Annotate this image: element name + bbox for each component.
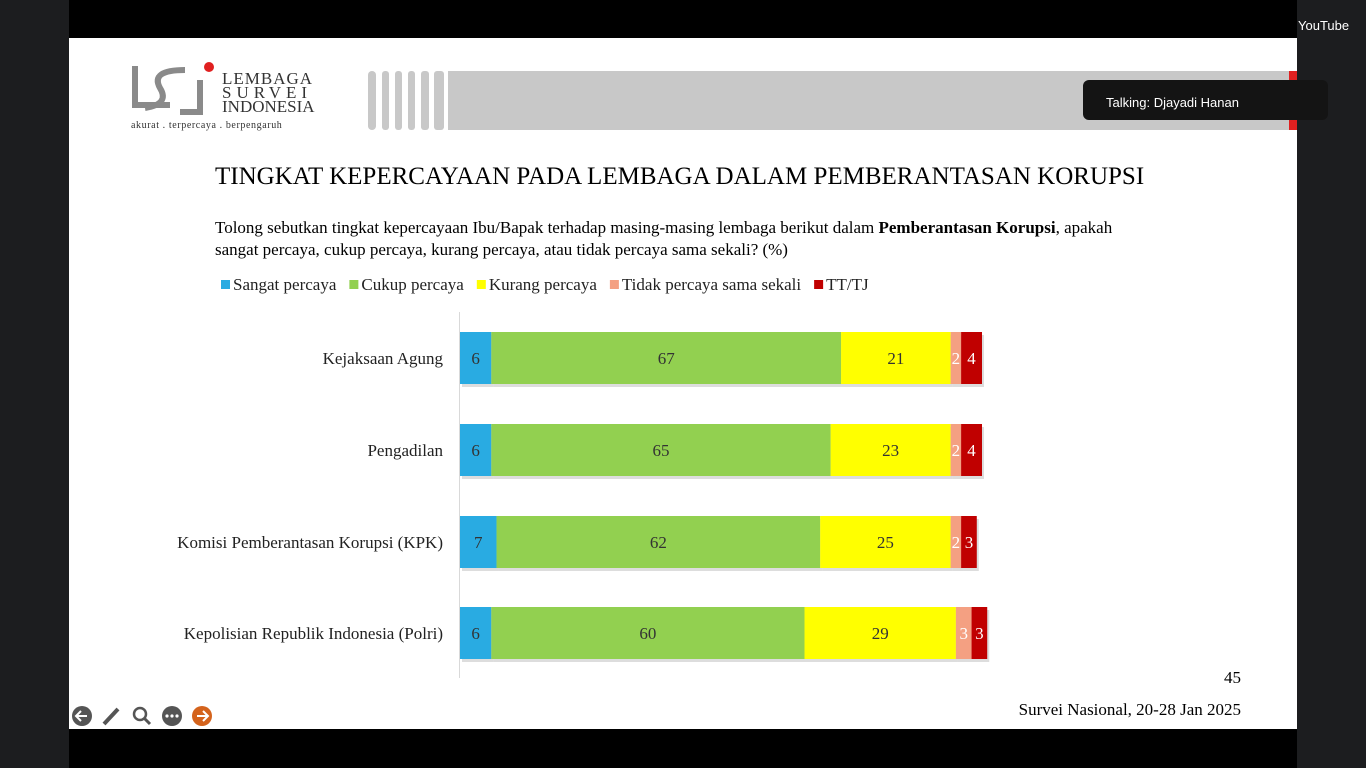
value-label: 3 <box>965 533 974 552</box>
value-label: 60 <box>639 624 656 643</box>
bar-segment <box>950 516 962 568</box>
value-label: 29 <box>872 624 889 643</box>
legend-swatch <box>476 280 486 289</box>
value-label: 67 <box>658 349 676 368</box>
value-label: 2 <box>952 441 961 460</box>
subtitle-part: , apakah <box>1056 218 1113 237</box>
bar-segment <box>961 424 982 476</box>
value-label: 6 <box>471 624 480 643</box>
logo-mark <box>132 66 203 115</box>
legend-swatch <box>814 280 824 289</box>
right-panel <box>1297 0 1366 768</box>
chart-subtitle: sangat percaya, cukup percaya, kurang pe… <box>215 240 788 259</box>
value-label: 23 <box>882 441 899 460</box>
legend-label: Sangat percaya <box>233 275 337 294</box>
bar-segment <box>460 332 492 384</box>
bar-segment <box>841 332 951 384</box>
value-label: 4 <box>967 441 976 460</box>
legend: Sangat percaya Cukup percaya Kurang percay… <box>221 275 869 294</box>
value-label: 6 <box>471 349 480 368</box>
bar-segment <box>491 607 805 659</box>
page-number: 45 <box>1224 668 1241 687</box>
app-name: YouTube <box>1298 18 1349 33</box>
legend-label: Tidak percaya sama sekali <box>622 275 802 294</box>
bar-segment <box>961 332 982 384</box>
logo-text: SURVEI <box>222 83 312 102</box>
value-label: 65 <box>652 441 669 460</box>
value-label: 7 <box>474 533 483 552</box>
source: Survei Nasional, 20-28 Jan 2025 <box>1019 700 1241 719</box>
chart-title: TINGKAT KEPERCAYAAN PADA LEMBAGA DALAM P… <box>215 163 1144 190</box>
bar-segment <box>971 607 988 659</box>
legend-label: Cukup percaya <box>361 275 464 294</box>
toolbar <box>72 706 212 726</box>
top-bar <box>69 0 1297 38</box>
value-label: 62 <box>650 533 667 552</box>
bar-segment <box>491 424 831 476</box>
logo-tagline: akurat . terpercaya . berpengaruh <box>131 120 282 131</box>
logo-text: LEMBAGA <box>222 69 313 88</box>
legend-swatch <box>221 280 230 289</box>
value-label: 2 <box>952 533 961 552</box>
value-label: 6 <box>471 441 480 460</box>
chart-subtitle: Tolong sebutkan tingkat kepercayaan Ibu/… <box>215 218 1113 237</box>
value-label: 3 <box>959 624 968 643</box>
legend-swatch <box>349 280 359 289</box>
left-panel <box>0 0 69 768</box>
legend-swatch <box>609 280 619 289</box>
subtitle-part: Pemberantasan Korupsi <box>878 218 1055 237</box>
bar-segment <box>830 424 951 476</box>
subtitle-part: Tolong sebutkan tingkat kepercayaan Ibu/… <box>215 218 878 237</box>
bar-segment <box>460 516 497 568</box>
speaker-label: Talking: Djayadi Hanan <box>1106 95 1239 110</box>
legend-label: TT/TJ <box>826 275 869 294</box>
bottom-bar <box>69 729 1297 768</box>
pen-button[interactable] <box>102 707 120 726</box>
bar-segment <box>804 607 956 659</box>
category-label: Pengadilan <box>367 441 443 460</box>
logo-dot <box>204 62 214 72</box>
value-label: 2 <box>952 349 961 368</box>
speaker-popup <box>1083 80 1328 120</box>
bar-segment <box>961 516 977 568</box>
bar-segment <box>460 424 492 476</box>
category-label: Kejaksaan Agung <box>323 349 444 368</box>
bar-segment <box>820 516 951 568</box>
header-stripes <box>368 71 444 130</box>
value-label: 4 <box>967 349 976 368</box>
zoom-button[interactable] <box>132 706 148 722</box>
value-label: 21 <box>887 349 904 368</box>
bar-segment <box>950 332 962 384</box>
bar-segment <box>955 607 972 659</box>
value-label: 25 <box>877 533 894 552</box>
bar-segment <box>950 424 962 476</box>
logo-text: INDONESIA <box>222 97 315 116</box>
category-label: Kepolisian Republik Indonesia (Polri) <box>184 624 443 643</box>
category-label: Komisi Pemberantasan Korupsi (KPK) <box>177 533 443 552</box>
bar-segment <box>491 332 842 384</box>
legend-label: Kurang percaya <box>489 275 598 294</box>
value-label: 3 <box>975 624 984 643</box>
bar-segment <box>496 516 821 568</box>
bar-segment <box>460 607 492 659</box>
